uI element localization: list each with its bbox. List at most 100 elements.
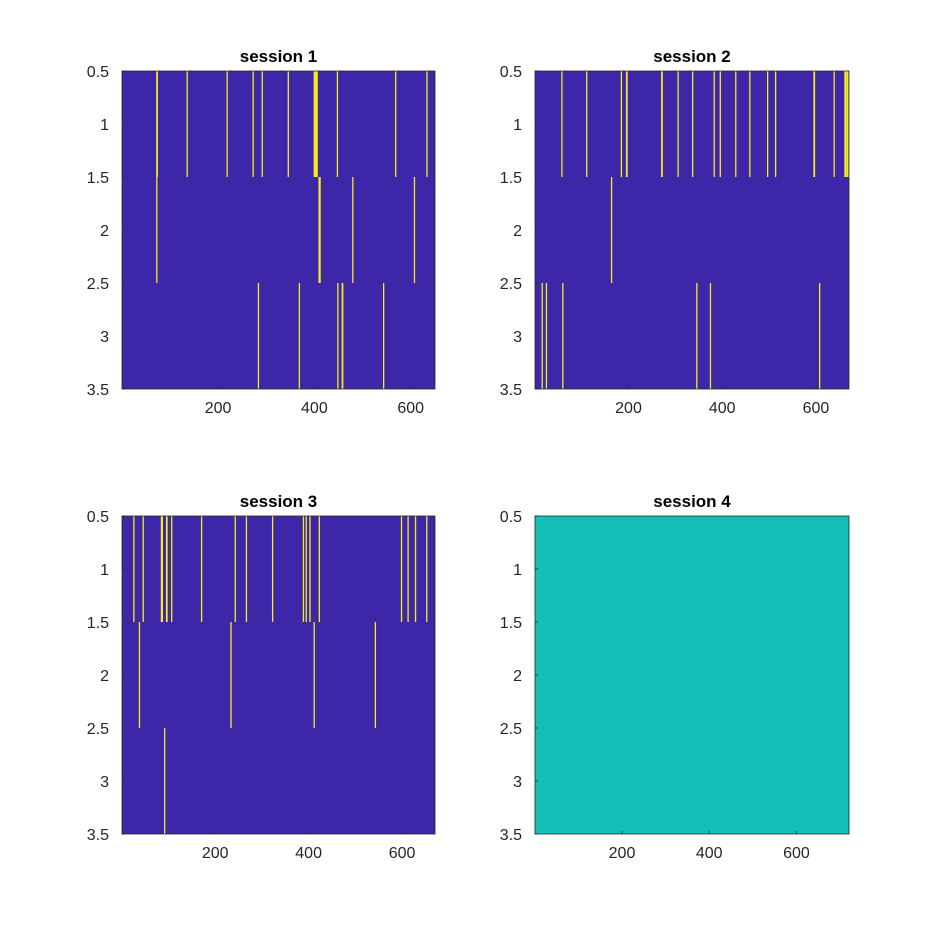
event-cell (156, 71, 158, 177)
event-cell (318, 516, 320, 622)
event-cell (819, 283, 821, 389)
y-tick-label: 1.5 (87, 170, 109, 187)
event-cell (395, 71, 397, 177)
x-tick-label: 200 (202, 845, 229, 862)
heatmap-cells-session-3 (122, 516, 435, 834)
x-tick-label: 400 (301, 400, 328, 417)
axes-box-session-3 (121, 515, 436, 835)
y-tick-label: 1 (100, 117, 109, 134)
event-cell (133, 516, 135, 622)
y-tick-label: 1 (100, 562, 109, 579)
event-cell (382, 283, 385, 389)
y-tick-label: 2.5 (500, 276, 522, 293)
heatmap-background-session-4 (535, 516, 849, 834)
y-tick-label: 1 (513, 117, 522, 134)
y-tick-label: 2 (513, 223, 522, 240)
event-cell (245, 516, 248, 622)
y-axis-session-4: 0.5 1 1.5 2 2.5 3 3.5 (500, 509, 538, 844)
event-cell (160, 516, 163, 622)
event-cell (164, 728, 166, 834)
y-axis-session-2: 0.5 1 1.5 2 2.5 3 3.5 (500, 64, 538, 399)
event-cell (186, 71, 188, 177)
event-cell (692, 71, 694, 177)
event-cell (847, 71, 849, 177)
event-cell (234, 516, 236, 622)
x-tick-label: 600 (803, 400, 830, 417)
event-cell (610, 177, 613, 283)
y-tick-label: 3 (513, 329, 522, 346)
x-tick-label: 600 (389, 845, 416, 862)
x-tick-label: 600 (783, 845, 810, 862)
axes-box-session-4 (534, 515, 850, 835)
event-cell (400, 516, 403, 622)
x-axis-session-3: 200 400 600 (202, 831, 416, 862)
subplot-session-4: 200 400 600 0.5 1 1.5 2 2.5 3 3.5 session 4 (500, 492, 850, 862)
panel-title-session-2: session 2 (653, 47, 731, 66)
event-cell (156, 177, 158, 283)
heatmap-cells-session-2 (535, 71, 849, 389)
event-cell (352, 177, 354, 283)
y-tick-label: 0.5 (500, 64, 522, 81)
axes-box-session-2 (534, 70, 850, 390)
event-cell (171, 516, 173, 622)
panel-title-session-1: session 1 (240, 47, 318, 66)
subplot-session-3: 200 400 600 0.5 1 1.5 2 2.5 3 3.5 session 3 (87, 492, 436, 862)
event-cell (833, 71, 835, 177)
event-cell (766, 71, 769, 177)
event-cell (161, 516, 164, 622)
y-tick-label: 2.5 (87, 721, 109, 738)
y-tick-label: 3.5 (87, 827, 109, 844)
event-cell (749, 71, 751, 177)
subplot-session-1: 200 400 600 0.5 1 1.5 2 2.5 3 3.5 session 1 (87, 47, 436, 417)
y-tick-label: 0.5 (87, 64, 109, 81)
event-cell (541, 283, 543, 389)
event-cell (142, 516, 144, 622)
event-cell (261, 71, 263, 177)
axes-box-session-1 (121, 70, 436, 390)
event-cell (661, 71, 663, 177)
event-cell (620, 71, 623, 177)
x-tick-label: 200 (609, 845, 636, 862)
y-tick-label: 1.5 (87, 615, 109, 632)
event-cell (252, 71, 254, 177)
y-tick-label: 2 (100, 223, 109, 240)
y-tick-label: 3.5 (500, 382, 522, 399)
event-cell (774, 71, 777, 177)
y-tick-label: 1.5 (500, 615, 522, 632)
event-cell (309, 516, 311, 622)
event-cell (407, 516, 409, 622)
x-tick-label: 400 (295, 845, 322, 862)
event-cell (298, 283, 301, 389)
panel-title-session-4: session 4 (653, 492, 731, 511)
event-cell (709, 283, 712, 389)
event-cell (305, 516, 307, 622)
event-cell (302, 516, 305, 622)
event-cell (696, 283, 698, 389)
y-tick-label: 2.5 (87, 276, 109, 293)
event-cell (562, 283, 564, 389)
y-tick-label: 2 (100, 668, 109, 685)
event-cell (813, 71, 816, 177)
event-cell (414, 516, 417, 622)
event-cell (719, 71, 721, 177)
event-cell (626, 71, 628, 177)
event-cell (426, 71, 428, 177)
heatmap-cells-session-4 (535, 516, 849, 834)
x-axis-session-1: 200 400 600 (205, 386, 424, 417)
event-cell (336, 71, 339, 177)
event-cell (337, 283, 339, 389)
event-cell (342, 283, 344, 389)
event-cell (226, 71, 228, 177)
heatmap-background-session-3 (122, 516, 435, 834)
event-cell (316, 71, 318, 177)
event-cell (713, 71, 715, 177)
event-cell (677, 71, 679, 177)
y-axis-session-1: 0.5 1 1.5 2 2.5 3 3.5 (87, 64, 125, 399)
y-tick-label: 3.5 (87, 382, 109, 399)
event-cell (426, 516, 428, 622)
event-cell (166, 516, 168, 622)
event-cell (374, 622, 377, 728)
event-cell (287, 71, 289, 177)
y-tick-label: 2.5 (500, 721, 522, 738)
y-tick-label: 2 (513, 668, 522, 685)
